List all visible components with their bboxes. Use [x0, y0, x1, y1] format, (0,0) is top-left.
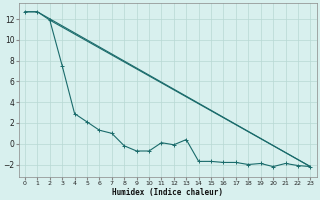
X-axis label: Humidex (Indice chaleur): Humidex (Indice chaleur): [112, 188, 223, 197]
